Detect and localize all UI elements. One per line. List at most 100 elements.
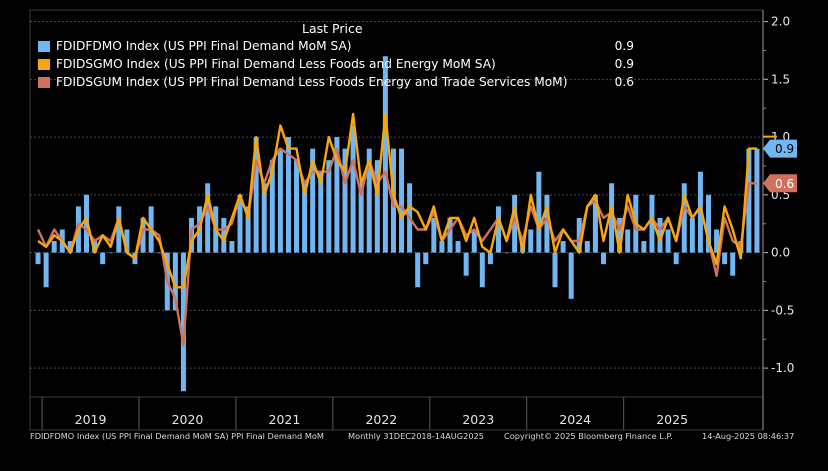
- bar: [390, 148, 396, 253]
- bar: [261, 183, 267, 253]
- year-label: 2024: [559, 412, 591, 427]
- footer-period: Monthly 31DEC2018-14AUG2025: [348, 431, 484, 441]
- bar: [302, 183, 308, 253]
- bar: [479, 252, 485, 288]
- bar: [544, 194, 550, 253]
- bar: [310, 148, 316, 253]
- bar: [705, 194, 711, 253]
- bar: [576, 217, 582, 253]
- bar: [528, 229, 534, 253]
- bar: [730, 252, 736, 276]
- bar: [487, 252, 493, 265]
- bar: [156, 252, 162, 254]
- bar: [625, 229, 631, 253]
- bar: [423, 252, 429, 265]
- bar: [504, 252, 510, 254]
- bar: [399, 148, 405, 253]
- bar: [108, 252, 114, 254]
- bar: [382, 56, 388, 253]
- footer-timestamp: 14-Aug-2025 08:46:37: [702, 431, 795, 441]
- legend-entry-fdidfdmo[interactable]: FDIDFDMO Index (US PPI Final Demand MoM …: [36, 38, 640, 55]
- bar: [697, 171, 703, 253]
- bar: [221, 217, 227, 253]
- bar: [172, 252, 178, 311]
- legend-entry-fdidsgmo[interactable]: FDIDSGMO Index (US PPI Final Demand Less…: [36, 56, 640, 73]
- bar: [366, 148, 372, 253]
- legend-entry-fdidsgum[interactable]: FDIDSGUM Index (US PPI Final Demand Less…: [36, 74, 640, 91]
- footer-copyright: Copyright© 2025 Bloomberg Finance L.P.: [504, 431, 673, 441]
- bar: [568, 252, 574, 299]
- bar: [277, 148, 283, 253]
- bar: [237, 194, 243, 253]
- bar: [285, 137, 291, 253]
- bar: [584, 241, 590, 253]
- bar: [439, 241, 445, 253]
- bar: [318, 171, 324, 253]
- y-tick-label: 1.5: [771, 72, 790, 86]
- bar: [552, 252, 558, 288]
- year-label: 2025: [656, 412, 688, 427]
- bar: [673, 252, 679, 265]
- y-tick-label: 2.0: [771, 15, 790, 29]
- legend-label-fdidsgum: FDIDSGUM Index (US PPI Final Demand Less…: [56, 75, 568, 89]
- legend-value-fdidsgum: 0.6: [614, 75, 634, 89]
- bar: [253, 137, 259, 253]
- last-value-label: 0.9: [775, 142, 794, 156]
- last-value-label: 0.6: [775, 177, 794, 191]
- bar: [124, 229, 130, 253]
- bar: [205, 183, 211, 253]
- last-value-marker: [763, 139, 797, 158]
- y-tick-label: -0.5: [771, 303, 794, 317]
- legend-swatch-fdidsgmo: [38, 59, 50, 70]
- bar: [560, 241, 566, 253]
- bar: [269, 160, 275, 253]
- footer-description: FDIDFDMO Index (US PPI Final Demand MoM …: [30, 431, 324, 441]
- bar: [374, 160, 380, 253]
- legend-swatch-fdidfdmo: [38, 41, 50, 52]
- bar: [689, 217, 695, 253]
- bar: [536, 171, 542, 253]
- bar: [641, 241, 647, 253]
- legend-header-label: Last Price: [302, 21, 363, 36]
- bar: [609, 183, 615, 253]
- bar: [665, 229, 671, 253]
- bar: [592, 194, 598, 253]
- legend-header: Last Price: [36, 20, 640, 36]
- bar: [358, 183, 364, 253]
- year-label: 2020: [172, 412, 204, 427]
- bar: [100, 252, 106, 265]
- bar: [51, 241, 57, 253]
- year-label: 2021: [269, 412, 301, 427]
- bar: [600, 252, 606, 265]
- bar: [92, 241, 98, 253]
- year-label: 2022: [365, 412, 397, 427]
- bar: [681, 183, 687, 253]
- bar: [294, 160, 300, 253]
- bar: [617, 217, 623, 253]
- footer: FDIDFDMO Index (US PPI Final Demand MoM …: [30, 431, 820, 445]
- bar: [334, 137, 340, 253]
- year-label: 2019: [75, 412, 107, 427]
- legend-value-fdidsgmo: 0.9: [614, 57, 634, 71]
- legend-label-fdidsgmo: FDIDSGMO Index (US PPI Final Demand Less…: [56, 57, 496, 71]
- y-tick-label: 0.0: [771, 246, 790, 260]
- bar: [116, 206, 122, 253]
- bar: [43, 252, 49, 288]
- bar: [415, 252, 421, 288]
- bar: [714, 229, 720, 253]
- bar: [140, 217, 146, 253]
- bar: [722, 252, 728, 265]
- bar: [463, 252, 469, 276]
- legend-value-fdidfdmo: 0.9: [614, 39, 634, 53]
- bar: [245, 206, 251, 253]
- year-label: 2023: [462, 412, 494, 427]
- y-tick-label: -1.0: [771, 361, 794, 375]
- bar: [471, 229, 477, 253]
- bar: [754, 148, 760, 253]
- bar: [229, 241, 235, 253]
- bar: [657, 217, 663, 253]
- legend-label-fdidfdmo: FDIDFDMO Index (US PPI Final Demand MoM …: [56, 39, 352, 53]
- bar: [431, 217, 437, 253]
